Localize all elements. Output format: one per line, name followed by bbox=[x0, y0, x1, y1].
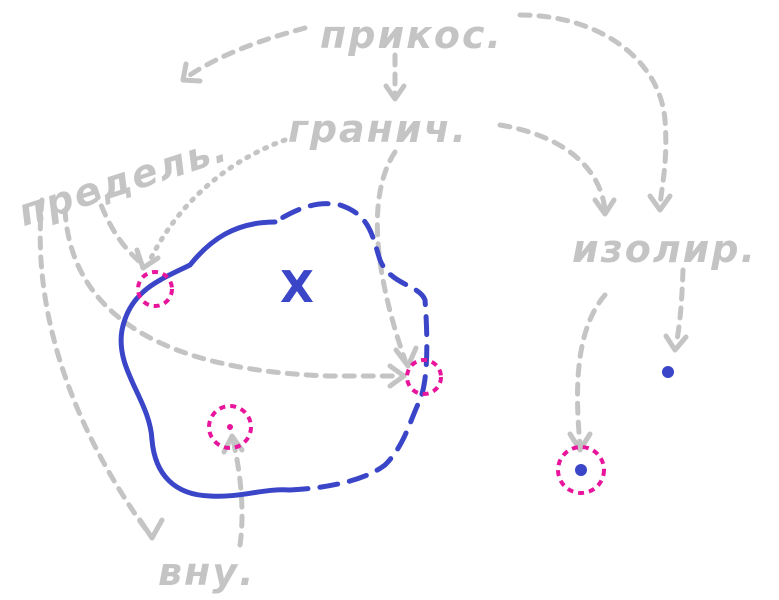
outside-point-ring bbox=[556, 445, 606, 495]
interior-point bbox=[227, 424, 233, 430]
set-x-label: X bbox=[280, 262, 314, 313]
label-interior: вну. bbox=[158, 550, 256, 594]
arrowhead-limit-to-interior bbox=[137, 517, 165, 541]
arrow-isolated-to-point bbox=[575, 292, 608, 448]
arrowhead-isolated-to-isolated-point bbox=[663, 333, 689, 353]
arrow-boundary-to-isolated bbox=[497, 122, 608, 213]
arrow-isolated-to-isolated-point bbox=[673, 267, 686, 348]
limit-point-ring bbox=[136, 270, 174, 308]
label-boundary: гранич. bbox=[288, 107, 468, 151]
set-boundary-dashed bbox=[272, 201, 430, 493]
points bbox=[227, 366, 674, 476]
arrow-boundary-to-right-point bbox=[374, 149, 408, 363]
arrowhead-closure-to-isolated bbox=[647, 193, 673, 213]
arrowhead-isolated-to-point bbox=[567, 431, 593, 453]
arrow-boundary-to-left-point bbox=[147, 137, 288, 263]
arrow-limit-to-left-point bbox=[92, 185, 143, 265]
interior-point-ring bbox=[207, 404, 253, 450]
arrowhead-boundary-to-isolated bbox=[592, 197, 617, 217]
label-isolated: изолир. bbox=[572, 227, 757, 271]
outside-point bbox=[575, 464, 587, 476]
annotation-arrows bbox=[37, 12, 689, 548]
arrowhead-closure-to-boundary bbox=[383, 83, 407, 102]
arrow-interior-to-point bbox=[230, 437, 245, 548]
arrow-limit-to-right-point bbox=[62, 207, 403, 379]
arrowhead-closure-to-limit bbox=[180, 61, 203, 84]
arrow-closure-to-isolated bbox=[517, 12, 669, 208]
set-boundary-solid bbox=[118, 219, 293, 499]
set-x-outline bbox=[118, 201, 430, 499]
arrow-closure-to-limit bbox=[187, 25, 308, 78]
isolated-point bbox=[662, 366, 674, 378]
label-closure-point: прикос. bbox=[320, 13, 503, 57]
arrowhead-limit-to-right-point bbox=[387, 363, 407, 389]
label-limit: предель. bbox=[13, 126, 234, 235]
arrowhead-boundary-to-left-point bbox=[134, 247, 161, 271]
arrowhead-boundary-to-right-point bbox=[393, 345, 419, 369]
arrow-limit-to-interior bbox=[37, 197, 153, 538]
highlight-rings bbox=[136, 270, 606, 495]
boundary-point-ring bbox=[405, 358, 443, 396]
